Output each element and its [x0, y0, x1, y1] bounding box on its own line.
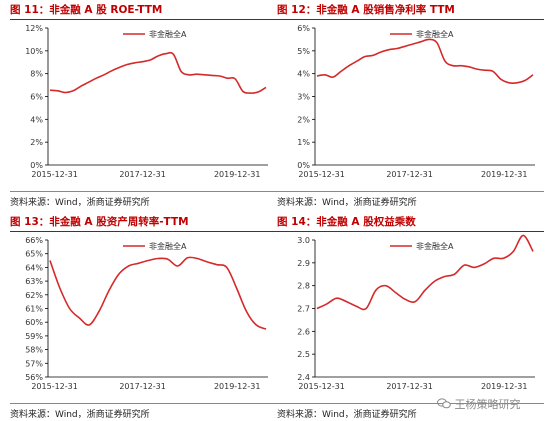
y-tick-label: 63% [25, 277, 43, 286]
x-tick-label: 2019-12-31 [214, 382, 261, 391]
y-tick-label: 12% [25, 24, 43, 33]
y-tick-label: 59% [25, 332, 43, 341]
y-tick-label: 65% [25, 250, 43, 259]
watermark: 王杨策略研究 [437, 396, 521, 412]
chart-source: 资料来源：Wind，浙商证券研究所 [10, 403, 277, 420]
series-line [49, 256, 267, 330]
chart-source: 资料来源：Wind，浙商证券研究所 [10, 191, 277, 208]
x-tick-label: 2017-12-31 [119, 382, 166, 391]
y-tick-label: 2.6 [297, 327, 310, 336]
series-line [49, 51, 267, 94]
chart-panel-roe: 图 11：非金融 A 股 ROE-TTM 0% 2% 4% 6% 8% 10% 12% 201… [10, 3, 277, 208]
y-tick-label: 3.0 [297, 236, 310, 245]
chart-title: 图 11：非金融 A 股 ROE-TTM [10, 3, 277, 20]
y-tick-label: 2.7 [297, 305, 310, 314]
x-tick-label: 2017-12-31 [119, 170, 166, 179]
y-tick-label: 56% [25, 373, 43, 382]
y-tick-label: 58% [25, 346, 43, 355]
y-tick-label: 2% [297, 115, 310, 124]
y-tick-label: 0% [297, 161, 310, 170]
y-tick-label: 6% [30, 93, 43, 102]
legend-label: 非金融全A [149, 29, 187, 39]
y-tick-label: 2% [30, 138, 43, 147]
x-tick-label: 2017-12-31 [386, 170, 433, 179]
y-tick-label: 61% [25, 305, 43, 314]
y-tick-label: 64% [25, 263, 43, 272]
y-tick-label: 2.5 [297, 350, 310, 359]
legend-label: 非金融全A [416, 241, 454, 251]
x-tick-label: 2015-12-31 [298, 382, 345, 391]
series-line [316, 38, 534, 84]
x-tick-label: 2019-12-31 [481, 170, 527, 179]
y-tick-label: 0% [30, 161, 43, 170]
y-tick-label: 1% [297, 138, 310, 147]
y-tick-label: 2.8 [297, 282, 310, 291]
y-tick-label: 6% [297, 24, 310, 33]
x-tick-label: 2015-12-31 [31, 382, 78, 391]
y-tick-label: 10% [25, 47, 43, 56]
y-tick-label: 62% [25, 291, 43, 300]
legend-label: 非金融全A [416, 29, 454, 39]
legend-label: 非金融全A [149, 241, 187, 251]
chart-source: 资料来源：Wind，浙商证券研究所 [277, 403, 544, 420]
x-tick-label: 2017-12-31 [386, 382, 433, 391]
y-tick-label: 60% [25, 318, 43, 327]
chart-panel-asset-turnover: 图 13：非金融 A 股资产周转率-TTM 56% 57% 58% 59% 60% 61%… [10, 215, 277, 420]
y-tick-label: 57% [25, 359, 43, 368]
x-tick-label: 2019-12-31 [214, 170, 261, 179]
series-line [316, 234, 534, 311]
y-tick-label: 2.9 [297, 259, 310, 268]
chart-panel-equity-multiplier: 图 14：非金融 A 股权益乘数 2.4 2.5 2.6 2.7 2.8 2.9 3.0 20… [277, 215, 544, 420]
chart-panel-net-margin: 图 12：非金融 A 股销售净利率 TTM 0% 1% 2% 3% 4% 5% 6% 2015… [277, 3, 544, 208]
asset-turnover-chart: 56% 57% 58% 59% 60% 61% 62% 63% 64% 65% 66% 2015-12… [25, 236, 268, 391]
y-tick-label: 2.4 [297, 373, 310, 382]
chart-title: 图 12：非金融 A 股销售净利率 TTM [277, 3, 544, 20]
y-tick-label: 8% [30, 70, 43, 79]
x-tick-label: 2015-12-31 [31, 170, 78, 179]
equity-multiplier-chart: 2.4 2.5 2.6 2.7 2.8 2.9 3.0 2015-12-31 2017-12-3… [297, 234, 535, 391]
y-tick-label: 5% [297, 47, 310, 56]
roe-chart: 0% 2% 4% 6% 8% 10% 12% 2015-12-31 2017-12-31 2019… [25, 24, 268, 179]
chart-title: 图 13：非金融 A 股资产周转率-TTM [10, 215, 277, 232]
chart-source: 资料来源：Wind，浙商证券研究所 [277, 191, 544, 208]
wechat-icon [437, 398, 451, 409]
watermark-text: 王杨策略研究 [454, 398, 521, 411]
y-tick-label: 4% [297, 70, 310, 79]
y-tick-label: 66% [25, 236, 43, 245]
x-tick-label: 2019-12-31 [481, 382, 527, 391]
y-tick-label: 4% [30, 115, 43, 124]
y-tick-label: 3% [297, 93, 310, 102]
chart-title: 图 14：非金融 A 股权益乘数 [277, 215, 544, 232]
net-margin-chart: 0% 1% 2% 3% 4% 5% 6% 2015-12-31 2017-12-31 2019-1… [297, 24, 535, 179]
x-tick-label: 2015-12-31 [298, 170, 345, 179]
